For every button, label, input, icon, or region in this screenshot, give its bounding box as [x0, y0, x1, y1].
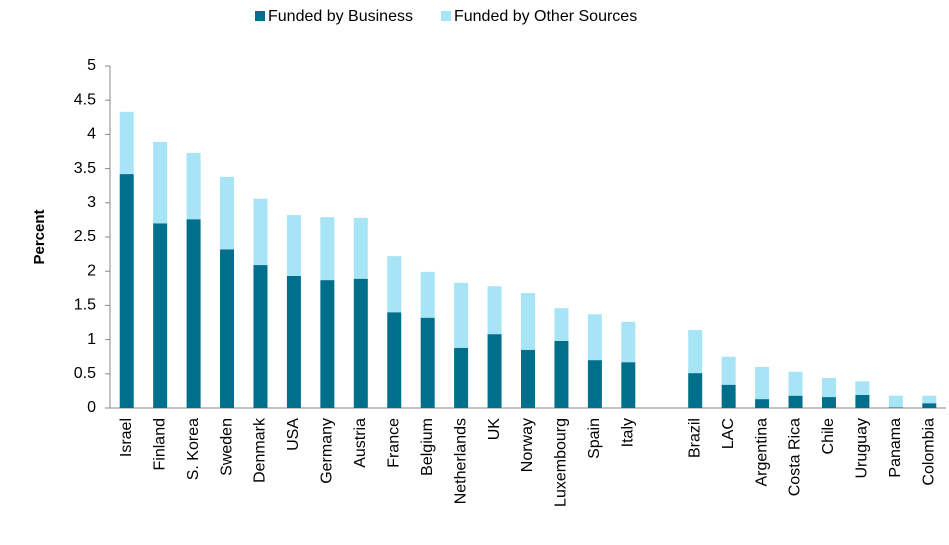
legend-swatch — [255, 11, 265, 21]
bar-segment — [587, 360, 602, 408]
bar-segment — [521, 293, 535, 350]
bar-segment — [721, 356, 736, 385]
y-tick-label: 1 — [87, 331, 96, 348]
x-tick-label: Chile — [820, 418, 837, 455]
bar-segment — [119, 174, 134, 408]
x-tick-label: Uruguay — [854, 418, 871, 478]
x-tick-label: Italy — [620, 418, 637, 447]
legend-label: Funded by Business — [268, 8, 413, 25]
y-axis-label: Percent — [31, 209, 48, 264]
x-tick-label: LAC — [720, 418, 737, 449]
y-tick-label: 2.5 — [74, 228, 96, 245]
bar-segment — [688, 373, 703, 408]
bar-segment — [755, 399, 770, 408]
bar-segment — [186, 219, 201, 408]
bar-segment — [186, 152, 201, 220]
bar-segment — [688, 330, 703, 374]
x-tick-label: Panama — [887, 418, 904, 478]
bar-segment — [454, 347, 469, 408]
x-tick-label: USA — [285, 418, 302, 451]
x-tick-label: Sweden — [218, 418, 235, 476]
x-tick-label: Belgium — [419, 418, 436, 476]
bar-segment — [353, 278, 368, 408]
bar-segment — [153, 141, 168, 224]
bar-segment — [153, 223, 168, 408]
bar-segment — [320, 217, 335, 281]
bar-segment — [554, 340, 569, 408]
bar-segment — [922, 395, 937, 404]
y-tick-label: 3.5 — [74, 160, 96, 177]
bar-segment — [855, 395, 870, 408]
bar-segment — [487, 286, 502, 335]
bar-segment — [621, 362, 636, 408]
y-tick-label: 3 — [87, 194, 96, 211]
bar-segment — [587, 314, 602, 361]
x-tick-label: France — [385, 418, 402, 468]
bar-segment — [220, 176, 235, 250]
x-tick-label: Netherlands — [452, 418, 469, 504]
bar-segment — [454, 282, 469, 348]
bar-segment — [420, 271, 435, 318]
y-tick-label: 4 — [87, 126, 96, 143]
bar-segment — [253, 198, 268, 266]
bar-segment — [353, 217, 368, 279]
x-tick-label: Denmark — [252, 417, 269, 483]
bar-segment — [521, 349, 535, 408]
x-tick-label: S. Korea — [185, 418, 202, 480]
x-tick-label: Germany — [319, 418, 336, 484]
y-tick-label: 2 — [87, 262, 96, 279]
bar-segment — [487, 334, 502, 408]
bar-segment — [721, 384, 736, 408]
bar-segment — [220, 249, 235, 408]
bar-segment — [788, 371, 803, 396]
bar-segment — [621, 321, 636, 363]
bar-segment — [788, 395, 803, 408]
y-tick-label: 0.5 — [74, 365, 96, 382]
x-tick-label: Austria — [352, 418, 369, 468]
bar-segment — [253, 265, 268, 408]
x-tick-label: Spain — [586, 418, 603, 459]
bar-segment — [554, 308, 569, 341]
bar-segment — [420, 317, 435, 408]
x-tick-label: Costa Rica — [787, 418, 804, 496]
x-tick-label: Finland — [151, 418, 168, 470]
x-tick-label: Brazil — [686, 418, 703, 458]
bar-segment — [888, 395, 903, 408]
bar-segment — [755, 366, 770, 400]
x-tick-label: Luxembourg — [553, 418, 570, 507]
y-tick-label: 4.5 — [74, 91, 96, 108]
bar-segment — [387, 256, 402, 313]
x-tick-label: Argentina — [753, 418, 770, 487]
bar-segment — [320, 280, 335, 408]
bar-segment — [888, 407, 903, 408]
bar-segment — [821, 377, 836, 398]
bar-segment — [286, 275, 301, 408]
y-tick-label: 1.5 — [74, 297, 96, 314]
x-tick-label: Israel — [118, 418, 135, 457]
bar-segment — [387, 312, 402, 408]
legend-label: Funded by Other Sources — [454, 8, 637, 25]
legend-swatch — [440, 11, 451, 21]
y-tick-label: 5 — [87, 57, 96, 74]
bar-segment — [119, 111, 134, 175]
bar-segment — [855, 381, 870, 396]
x-tick-label: Norway — [519, 418, 536, 472]
y-tick-label: 0 — [87, 399, 96, 416]
x-tick-label: Colombia — [920, 418, 937, 486]
bar-segment — [821, 397, 836, 408]
bar-segment — [286, 215, 301, 276]
bar-segment — [922, 403, 937, 408]
x-tick-label: UK — [486, 418, 503, 441]
